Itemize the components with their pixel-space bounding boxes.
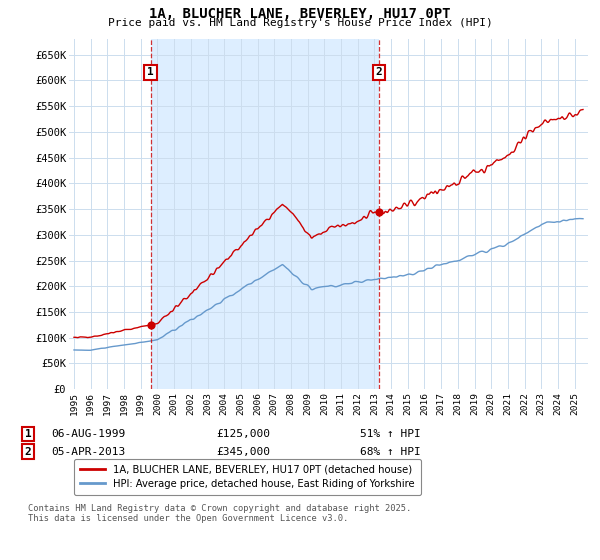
Text: Price paid vs. HM Land Registry's House Price Index (HPI): Price paid vs. HM Land Registry's House … xyxy=(107,18,493,28)
Text: 1: 1 xyxy=(147,67,154,77)
Text: Contains HM Land Registry data © Crown copyright and database right 2025.
This d: Contains HM Land Registry data © Crown c… xyxy=(28,504,412,524)
Point xyxy=(374,207,383,216)
Text: 06-AUG-1999: 06-AUG-1999 xyxy=(51,429,125,439)
Text: £345,000: £345,000 xyxy=(216,447,270,457)
Text: 2: 2 xyxy=(376,67,382,77)
Text: 2: 2 xyxy=(25,447,32,457)
Point xyxy=(146,320,155,329)
Text: 1A, BLUCHER LANE, BEVERLEY, HU17 0PT: 1A, BLUCHER LANE, BEVERLEY, HU17 0PT xyxy=(149,7,451,21)
Bar xyxy=(151,39,379,389)
Text: 05-APR-2013: 05-APR-2013 xyxy=(51,447,125,457)
Text: 68% ↑ HPI: 68% ↑ HPI xyxy=(360,447,421,457)
Text: 51% ↑ HPI: 51% ↑ HPI xyxy=(360,429,421,439)
Text: £125,000: £125,000 xyxy=(216,429,270,439)
Legend: 1A, BLUCHER LANE, BEVERLEY, HU17 0PT (detached house), HPI: Average price, detac: 1A, BLUCHER LANE, BEVERLEY, HU17 0PT (de… xyxy=(74,459,421,495)
Text: 1: 1 xyxy=(25,429,32,439)
Bar xyxy=(151,39,379,389)
